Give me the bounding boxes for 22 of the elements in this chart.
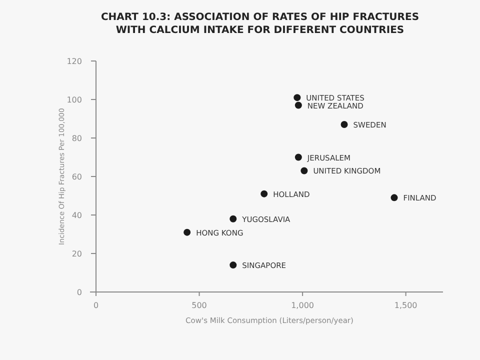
point <box>260 190 268 198</box>
x-tick-label: 1,000 <box>291 301 314 310</box>
point <box>294 94 301 102</box>
point <box>184 228 191 236</box>
point <box>230 215 237 222</box>
x-tick-label: 0 <box>93 301 99 310</box>
y-tick-label: 0 <box>76 288 82 297</box>
point <box>294 154 302 161</box>
x-tick-label: 500 <box>192 301 207 310</box>
y-tick-label: 80 <box>72 134 82 143</box>
point <box>340 121 348 128</box>
x-tick-label: 1,500 <box>394 301 418 310</box>
y-tick-label: 60 <box>72 172 82 182</box>
y-tick-label: 20 <box>72 250 82 258</box>
point <box>230 262 237 269</box>
point <box>294 102 302 109</box>
point <box>300 167 308 174</box>
point <box>390 194 398 202</box>
y-tick-label: 100 <box>66 96 82 104</box>
y-tick-label: 40 <box>72 211 82 220</box>
y-tick-label: 120 <box>66 57 82 66</box>
chart-title: CHART 10.3: ASSOCIATION OF RATES OF HIP FRACTURES WITH CALCIUM INTAKE FOR DIFFERENT COUNTRIES <box>100 12 420 36</box>
